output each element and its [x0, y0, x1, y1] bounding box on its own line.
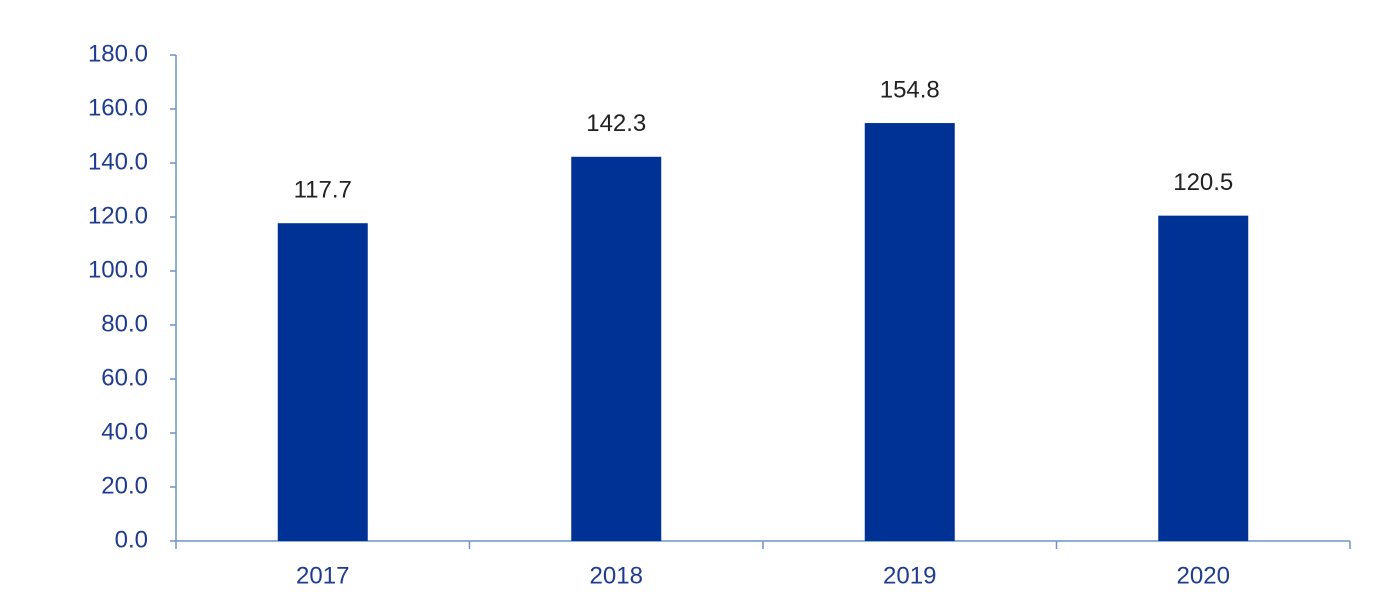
y-tick-label: 20.0 [101, 472, 148, 499]
y-tick-label: 0.0 [115, 526, 148, 553]
bar [571, 156, 662, 542]
y-tick-label: 160.0 [88, 94, 148, 121]
bar [1158, 215, 1249, 541]
x-tick-label: 2017 [296, 562, 349, 589]
y-tick-label: 80.0 [101, 310, 148, 337]
y-tick-label: 60.0 [101, 364, 148, 391]
bar [277, 223, 368, 541]
value-label: 117.7 [294, 177, 352, 204]
x-tick-label: 2018 [590, 562, 643, 589]
value-label: 120.5 [1173, 169, 1233, 196]
bar [864, 123, 955, 541]
y-tick-label: 180.0 [88, 40, 148, 67]
y-tick-label: 140.0 [88, 148, 148, 175]
x-tick-label: 2020 [1177, 562, 1230, 589]
y-tick-label: 40.0 [101, 418, 148, 445]
x-tick-label: 2019 [883, 562, 936, 589]
y-tick-label: 100.0 [88, 256, 148, 283]
value-label: 142.3 [586, 110, 646, 137]
value-label: 154.8 [880, 76, 940, 103]
y-tick-label: 120.0 [88, 202, 148, 229]
